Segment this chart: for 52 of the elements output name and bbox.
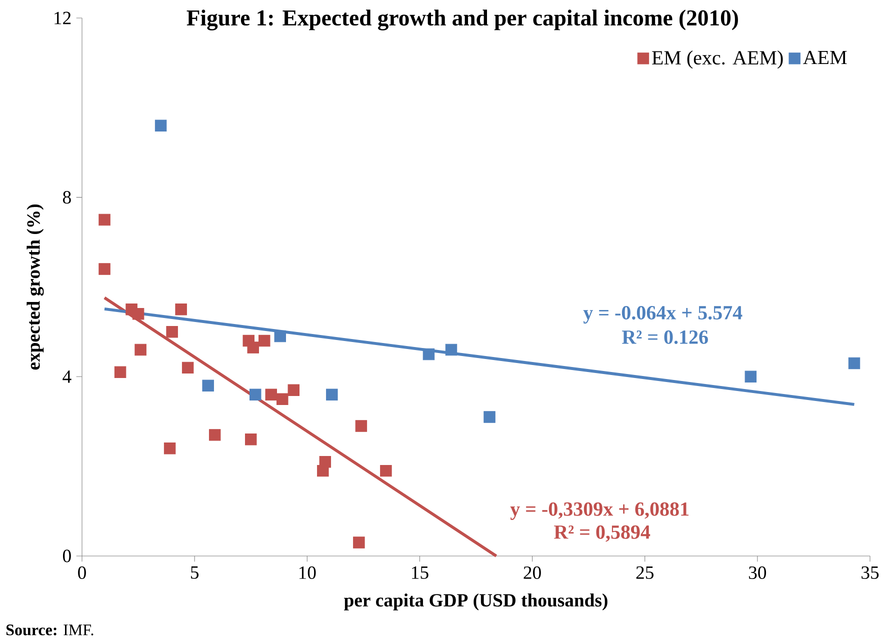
x-tick-label: 15 — [412, 566, 428, 579]
y-axis-title: expected growth (%) — [26, 204, 44, 370]
point — [744, 370, 757, 383]
annotation: R² = 0,5894 — [554, 525, 650, 542]
legend-label: AEM — [803, 50, 847, 64]
y-tick-label: 4 — [62, 370, 72, 383]
point — [265, 388, 277, 400]
point — [353, 536, 365, 548]
point — [202, 380, 214, 392]
x-tick-label: 0 — [78, 566, 86, 579]
point — [175, 304, 187, 316]
x-tick-label: 20 — [524, 566, 541, 579]
point — [258, 334, 270, 347]
point — [208, 429, 221, 441]
point — [317, 464, 329, 477]
point — [355, 420, 368, 432]
point — [98, 214, 110, 226]
x-tick-label: 5 — [191, 566, 199, 579]
text: Source: IMF. — [6, 624, 94, 636]
point — [154, 120, 167, 132]
point — [484, 411, 496, 423]
y-tick-label: 0 — [62, 550, 71, 562]
point — [132, 308, 144, 320]
point — [445, 344, 458, 356]
point — [326, 388, 338, 400]
point — [848, 357, 860, 370]
point — [182, 362, 194, 374]
legend-label: EM (exc. AEM) — [652, 50, 783, 69]
x-tick-label: 35 — [862, 566, 879, 579]
x-axis-title: per capita GDP (USD thousands) — [344, 593, 608, 610]
y-tick-label: 12 — [54, 12, 71, 24]
point — [380, 464, 392, 477]
annotation: R² = 0.126 — [622, 330, 708, 344]
text: y = -0.064x + 5.574 — [583, 306, 742, 324]
point — [288, 384, 300, 396]
chart-title: Figure 1: Expected growth and per capital income (2010) — [186, 10, 738, 30]
point — [274, 330, 286, 342]
y-tick-label: 8 — [62, 191, 71, 204]
point — [98, 263, 110, 275]
point — [166, 326, 178, 338]
series-label: y = -0,3309x + 6,0881 — [510, 502, 689, 520]
point — [164, 442, 176, 454]
point — [249, 388, 262, 400]
x-tick-label: 10 — [299, 566, 316, 579]
point — [114, 366, 126, 378]
point — [276, 393, 288, 405]
point — [244, 434, 257, 446]
x-tick-label: 25 — [636, 566, 654, 579]
point — [247, 342, 259, 354]
x-tick-label: 30 — [749, 566, 766, 579]
point — [134, 344, 146, 356]
point — [422, 348, 435, 360]
